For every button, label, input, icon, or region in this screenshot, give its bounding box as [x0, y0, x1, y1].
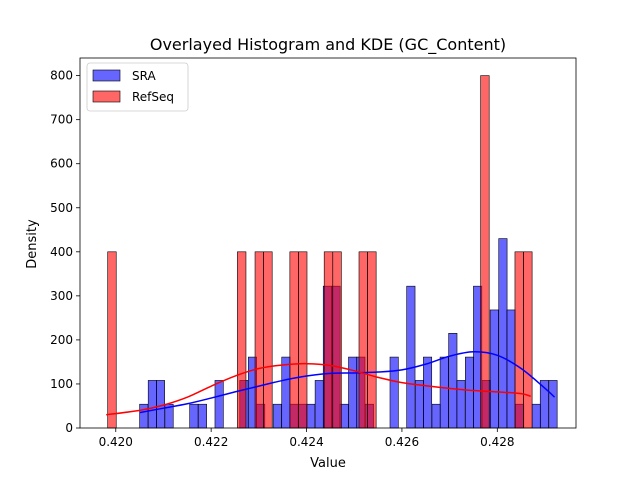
y-axis-label: Density — [25, 219, 40, 269]
y-tick-label: 800 — [50, 69, 73, 83]
hist-bar-refseq-3 — [263, 251, 273, 429]
hist-bar-refseq-1 — [237, 251, 247, 429]
y-tick-label: 0 — [65, 421, 73, 435]
hist-bar-sra-39 — [548, 380, 558, 429]
hist-bar-sra-11 — [281, 356, 291, 429]
chart-title: Overlayed Histogram and KDE (GC_Content) — [150, 35, 506, 55]
hist-bar-sra-4 — [189, 403, 199, 429]
y-tick-label: 400 — [50, 245, 73, 259]
x-tick-label: 0.420 — [99, 435, 133, 449]
kde-line-refseq — [106, 362, 531, 416]
legend-swatch-refseq — [92, 90, 121, 103]
hist-bar-refseq-8 — [358, 251, 368, 429]
hist-bar-refseq-4 — [289, 251, 299, 429]
hist-bar-sra-29 — [456, 380, 466, 429]
hist-bar-sra-10 — [272, 403, 282, 429]
hist-bar-sra-15 — [314, 380, 324, 429]
x-tick-label: 0.424 — [289, 435, 323, 449]
hist-bar-sra-14 — [306, 403, 316, 429]
x-tick-label: 0.422 — [194, 435, 228, 449]
hist-bar-refseq-10 — [480, 75, 490, 429]
hist-bar-refseq-9 — [367, 251, 377, 429]
y-tick-label: 700 — [50, 113, 73, 127]
hist-bar-refseq-7 — [332, 251, 342, 429]
legend: SRA RefSeq — [86, 62, 189, 112]
hist-bar-sra-30 — [465, 356, 475, 429]
y-tick-label: 200 — [50, 333, 73, 347]
x-tick-label: 0.426 — [385, 435, 419, 449]
hist-bar-refseq-2 — [254, 251, 264, 429]
hist-bar-refseq-6 — [323, 251, 334, 429]
hist-bar-refseq-5 — [298, 251, 308, 429]
hist-bar-sra-25 — [423, 356, 433, 429]
axes-frame — [79, 57, 577, 429]
hist-bar-refseq-11 — [514, 251, 524, 429]
hist-bar-sra-26 — [431, 403, 441, 429]
hist-bar-sra-5 — [197, 403, 207, 429]
hist-bar-sra-6 — [214, 380, 224, 429]
hist-bar-sra-23 — [406, 285, 416, 429]
hist-bar-sra-22 — [389, 356, 399, 429]
hist-bar-sra-28 — [448, 332, 458, 429]
hist-bar-sra-27 — [439, 356, 449, 429]
y-tick-label: 500 — [50, 201, 73, 215]
hist-bar-sra-35 — [506, 309, 516, 429]
hist-bar-refseq-0 — [107, 251, 117, 429]
hist-bar-sra-0 — [139, 403, 149, 429]
plot-area: 0.420 0.422 0.424 0.426 0.428 0 100 200 300 400 50… — [50, 57, 577, 449]
hist-bar-sra-34 — [498, 238, 508, 429]
x-axis-label: Value — [310, 456, 346, 471]
hist-bar-sra-1 — [147, 380, 157, 429]
legend-label-refseq: RefSeq — [132, 90, 174, 104]
y-tick-label: 300 — [50, 289, 73, 303]
hist-bar-sra-33 — [489, 309, 499, 429]
y-tick-label: 100 — [50, 377, 73, 391]
hist-bar-sra-37 — [531, 403, 541, 429]
x-tick-label: 0.428 — [480, 435, 514, 449]
legend-label-sra: SRA — [132, 69, 156, 83]
hist-bar-sra-2 — [156, 380, 165, 429]
y-tick-label: 600 — [50, 157, 73, 171]
hist-bar-sra-19 — [348, 356, 358, 429]
hist-bar-refseq-12 — [523, 251, 533, 429]
hist-bar-sra-24 — [414, 380, 424, 429]
legend-swatch-sra — [92, 69, 121, 82]
kde-line-sra — [139, 351, 556, 414]
